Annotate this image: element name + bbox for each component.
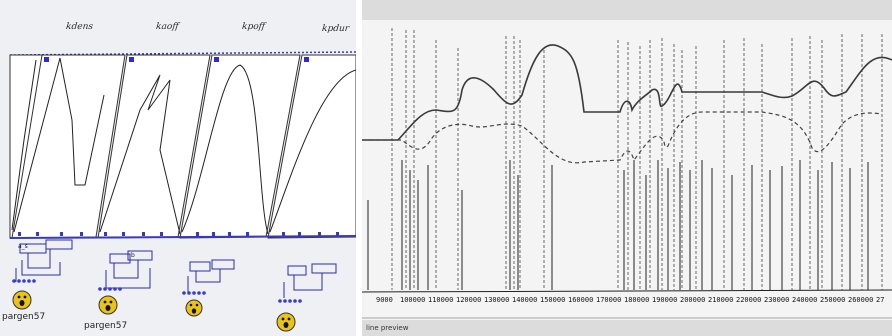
- time-tick: 27: [876, 296, 885, 304]
- time-tick: 9000: [376, 296, 393, 304]
- time-tick: 120000: [456, 296, 482, 304]
- status-bar-text: line preview: [366, 324, 409, 332]
- time-tick: 110000: [428, 296, 454, 304]
- timeline-preview-panel: 9000 100000 110000 120000 130000 140000 …: [362, 0, 892, 336]
- envelope-window-kaoff[interactable]: [97, 54, 211, 239]
- envelope-editor-panel: kdens kaoff kpoff kpdur a_s b pargen57 p…: [0, 0, 356, 336]
- breakpoint-handle[interactable]: [214, 57, 219, 62]
- time-tick: 130000: [484, 296, 510, 304]
- box-label: a_s: [18, 243, 28, 250]
- smiley-icon[interactable]: [12, 290, 32, 310]
- time-tick: 150000: [540, 296, 566, 304]
- time-tick: 230000: [764, 296, 790, 304]
- box-label: b: [131, 252, 135, 259]
- time-tick: 250000: [820, 296, 846, 304]
- patch-group-4[interactable]: [283, 263, 337, 298]
- function-label-kpoff: kpoff: [241, 22, 266, 32]
- time-tick: 170000: [596, 296, 622, 304]
- timeline-canvas: [362, 20, 892, 320]
- event-markers: [391, 28, 883, 290]
- smiley-icon[interactable]: [185, 299, 203, 317]
- function-label-kpdur: kpdur: [321, 24, 350, 34]
- time-tick: 210000: [708, 296, 734, 304]
- time-tick: 260000: [848, 296, 874, 304]
- patch-group-2[interactable]: [105, 250, 153, 289]
- envelope-window-kpdur[interactable]: [267, 54, 356, 239]
- function-label-kaoff: kaoff: [155, 22, 180, 32]
- breakpoint-handle[interactable]: [304, 57, 309, 62]
- patch-label-pargen57-1: pargen57: [2, 312, 46, 322]
- time-tick: 200000: [680, 296, 706, 304]
- event-lines-lower: [367, 160, 869, 290]
- smiley-icon[interactable]: [98, 295, 118, 315]
- time-tick: 100000: [400, 296, 426, 304]
- time-tick: 180000: [624, 296, 650, 304]
- patch-group-3[interactable]: [187, 259, 235, 292]
- envelope-curve-dashed: [362, 111, 883, 164]
- time-tick: 220000: [736, 296, 762, 304]
- envelope-editor-canvas: [9, 51, 356, 332]
- time-tick: 140000: [512, 296, 538, 304]
- smiley-icon[interactable]: [276, 312, 296, 332]
- time-tick: 190000: [652, 296, 678, 304]
- breakpoint-handle[interactable]: [44, 57, 49, 62]
- patch-label-pargen57-2: pargen57: [84, 321, 128, 331]
- breakpoint-handle[interactable]: [129, 57, 134, 62]
- time-tick: 240000: [792, 296, 818, 304]
- time-tick: 160000: [568, 296, 594, 304]
- function-label-kdens: kdens: [65, 22, 94, 32]
- panel-divider: [356, 0, 362, 336]
- patch-group-1[interactable]: [15, 239, 73, 282]
- envelope-curve-solid: [362, 44, 892, 141]
